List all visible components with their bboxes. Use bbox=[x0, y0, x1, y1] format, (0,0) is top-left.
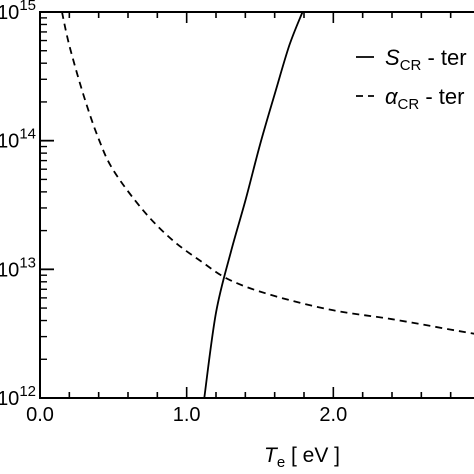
x-tick-label: 1.0 bbox=[173, 404, 201, 426]
x-axis-title: Te [ eV ] bbox=[264, 444, 340, 471]
y-tick-label: 1015 bbox=[0, 0, 36, 24]
x-axis-label: Te [ eV ] bbox=[264, 444, 340, 471]
y-tick-label: 1012 bbox=[0, 383, 36, 410]
legend-label-0: SCR - ter bbox=[385, 45, 467, 74]
series-line-1 bbox=[61, 11, 474, 335]
series-line-0 bbox=[203, 11, 304, 399]
tick-labels: 0.0 1.0 2.0 1012 1013 1014 1015 bbox=[0, 0, 347, 426]
plot-frame bbox=[39, 11, 474, 399]
legend: SCR - ter αCR - ter bbox=[356, 45, 467, 113]
plot-area bbox=[39, 11, 474, 399]
x-tick-label: 2.0 bbox=[319, 404, 347, 426]
series-lines bbox=[61, 11, 474, 399]
x-tick-label: 0.0 bbox=[26, 404, 54, 426]
y-tick-label: 1014 bbox=[0, 126, 36, 153]
legend-label-1: αCR - ter bbox=[385, 84, 464, 113]
tick-marks bbox=[39, 11, 452, 399]
y-tick-label: 1013 bbox=[0, 254, 36, 281]
